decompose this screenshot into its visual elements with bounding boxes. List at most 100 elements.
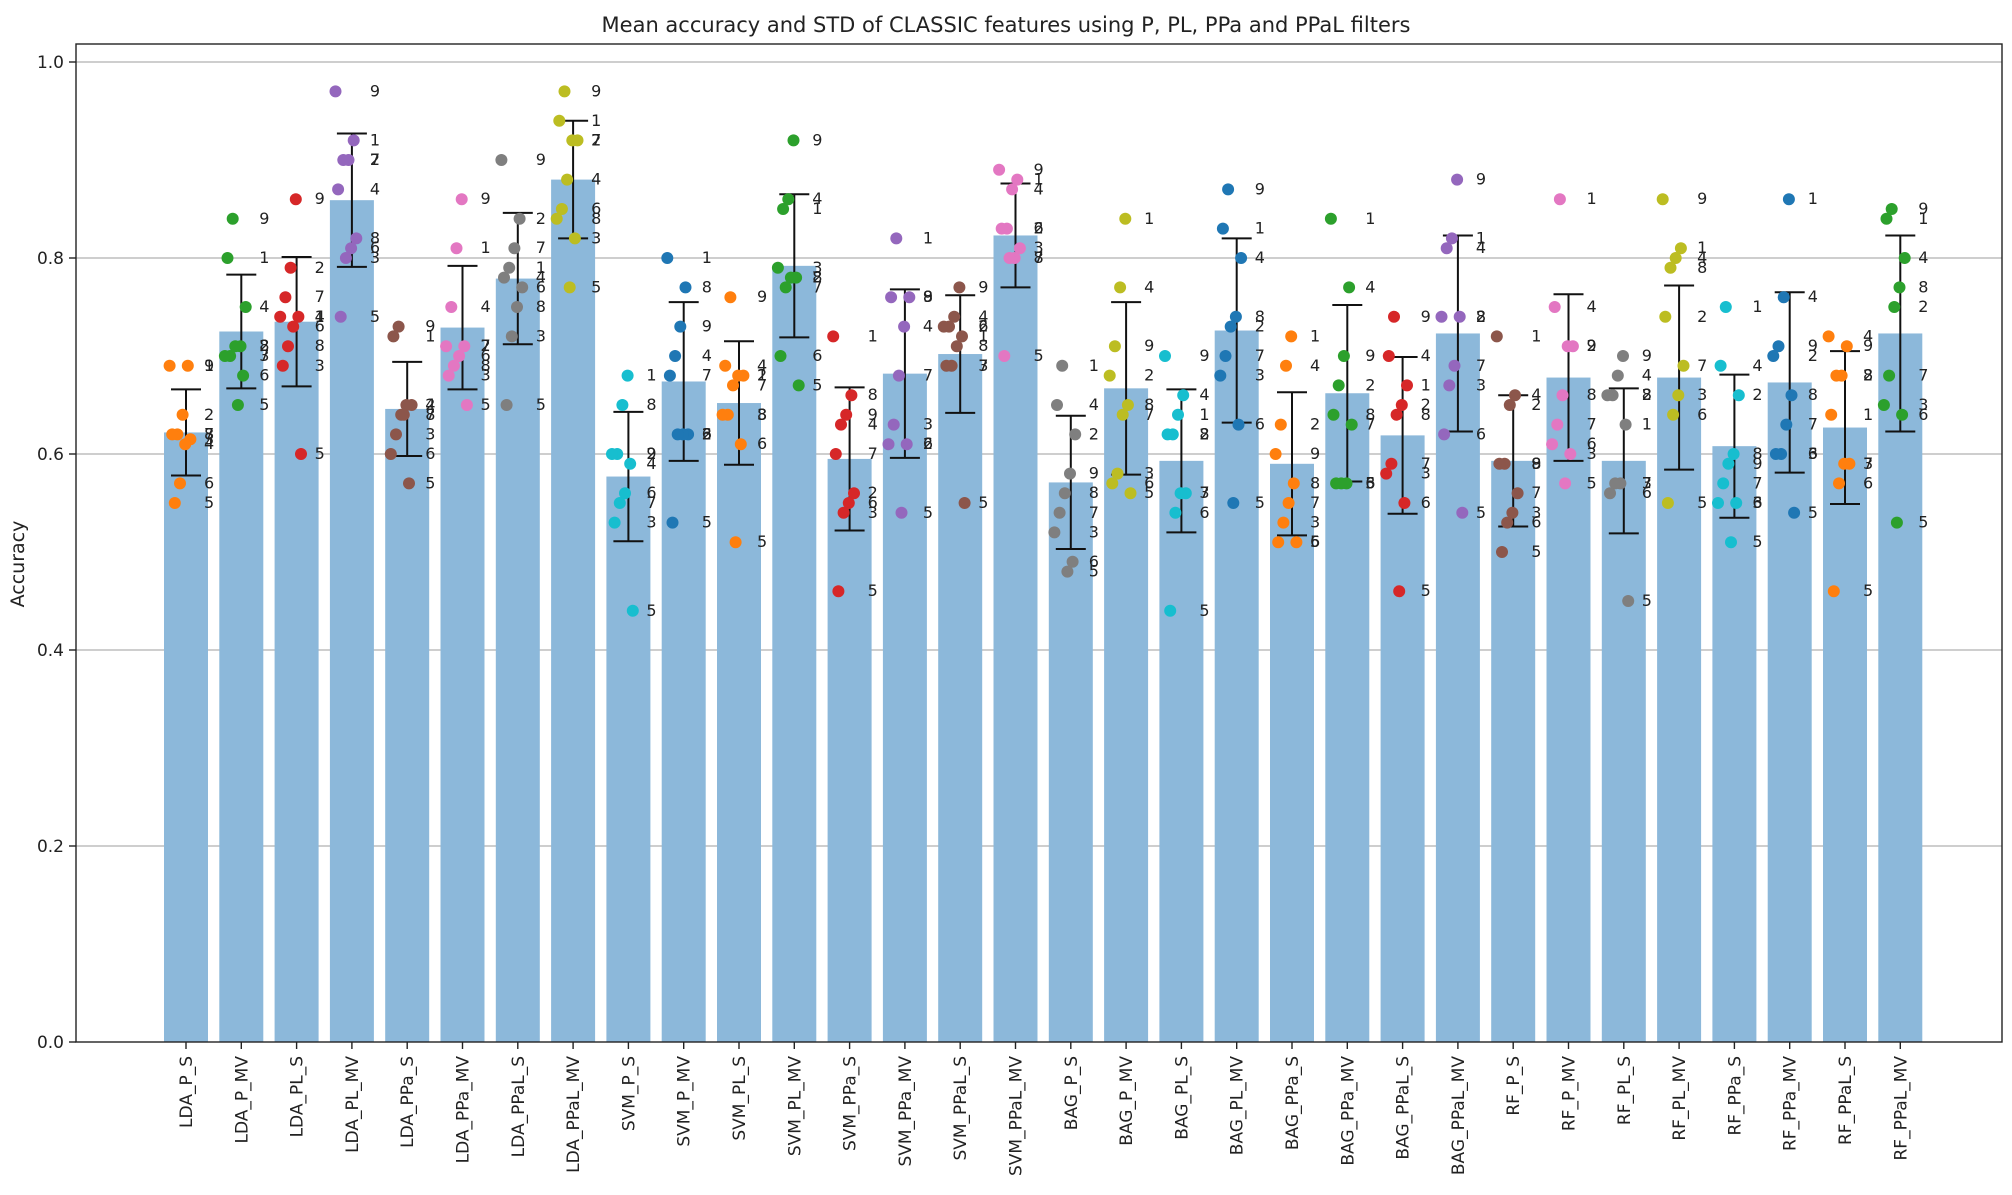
data-point-label: 5 [259, 395, 269, 414]
data-point [1277, 516, 1290, 529]
data-point [1672, 389, 1685, 402]
data-point-label: 7 [1918, 366, 1928, 385]
data-point-label: 4 [1255, 248, 1265, 267]
data-point [669, 350, 682, 362]
data-point-label: 4 [1863, 326, 1873, 345]
data-point-label: 3 [204, 429, 214, 448]
data-point-label: 1 [1199, 405, 1209, 424]
data-point-label: 2 [1034, 219, 1044, 238]
data-point [727, 379, 739, 392]
data-point-label: 9 [370, 81, 380, 100]
data-point-label: 9 [1697, 189, 1707, 208]
y-tick-label: 1.0 [37, 53, 64, 73]
data-point-label: 2 [1421, 395, 1431, 414]
x-tick-label: RF_PL_S [1615, 1056, 1635, 1125]
data-point-label: 2 [1531, 395, 1541, 414]
data-point-label: 4 [591, 170, 601, 189]
data-point-label: 2 [1752, 385, 1762, 404]
data-point [1890, 516, 1903, 529]
data-point-label: 8 [702, 277, 712, 296]
data-point-label: 8 [1144, 395, 1154, 414]
data-points: 1927834659142873659271468359127486359124… [163, 81, 1928, 620]
error-bars [171, 119, 1916, 551]
data-point-label: 5 [1144, 483, 1154, 502]
bar-LDA_PPa_S [385, 408, 430, 1042]
data-point [274, 310, 287, 323]
data-point-label: 2 [1863, 366, 1873, 385]
data-point-label: 3 [1587, 444, 1597, 463]
data-point [608, 516, 621, 529]
data-point-label: 1 [702, 248, 712, 267]
data-point-label: 6 [812, 346, 822, 365]
data-point [661, 252, 674, 264]
data-point-label: 7 [1587, 415, 1597, 434]
data-point-label: 6 [702, 424, 712, 443]
data-point-label: 8 [1089, 483, 1099, 502]
data-point [732, 369, 745, 382]
data-point-label: 7 [591, 130, 601, 149]
data-point [563, 281, 576, 294]
data-point-label: 7 [1034, 248, 1044, 267]
data-point-label: 9 [1476, 170, 1486, 189]
data-point [1177, 389, 1190, 402]
data-point [163, 359, 176, 372]
data-point [1880, 212, 1893, 225]
data-point-label: 7 [646, 493, 656, 512]
data-point-label: 5 [1199, 601, 1209, 620]
data-point-label: 3 [1808, 444, 1818, 463]
bar-LDA_P_S [164, 432, 208, 1042]
bar-SVM_PPaL_MV [993, 235, 1038, 1042]
data-point [948, 310, 961, 323]
data-point-label: 1 [1808, 189, 1818, 208]
data-point-label: 9 [1808, 336, 1818, 355]
data-point-label: 1 [923, 228, 933, 247]
data-point [782, 193, 795, 206]
data-point [840, 408, 853, 421]
x-tick-label: BAG_P_MV [1117, 1056, 1137, 1146]
x-tick-label: LDA_PPaL_S [509, 1056, 529, 1157]
data-point [1559, 477, 1572, 490]
data-point-label: 7 [481, 336, 491, 355]
x-tick-label: LDA_P_MV [232, 1056, 252, 1144]
data-point-label: 1 [1421, 375, 1431, 394]
data-point [1216, 222, 1229, 235]
data-point-label: 9 [1863, 336, 1873, 355]
data-point [1727, 448, 1740, 460]
x-tick-label: SVM_PPaL_S [951, 1056, 971, 1161]
data-point-label: 2 [757, 366, 767, 385]
x-tick-label: LDA_PPa_MV [454, 1056, 474, 1164]
data-point [1604, 487, 1616, 500]
data-point-label: 3 [978, 356, 988, 375]
data-point-label: 4 [1365, 277, 1375, 296]
data-point [1667, 408, 1680, 421]
x-tick-label: LDA_PL_MV [343, 1056, 363, 1153]
data-point [1114, 281, 1127, 294]
data-point-label: 2 [702, 424, 712, 443]
data-point [1501, 516, 1514, 529]
data-point-label: 3 [1255, 366, 1265, 385]
data-point [500, 399, 513, 411]
data-point [1838, 457, 1851, 470]
data-point-label: 9 [1199, 346, 1209, 365]
data-point [179, 438, 192, 451]
data-point [1506, 506, 1519, 519]
chart-title: Mean accuracy and STD of CLASSIC feature… [602, 13, 1411, 37]
data-point [890, 232, 903, 245]
data-point-label: 5 [1531, 542, 1541, 561]
data-point [1827, 585, 1840, 598]
data-point-label: 4 [1697, 248, 1707, 267]
data-point-label: 1 [1089, 356, 1099, 375]
data-point-label: 5 [591, 277, 601, 296]
data-point-label: 2 [868, 483, 878, 502]
data-point [1435, 310, 1448, 323]
data-point [792, 379, 805, 392]
data-point [1669, 252, 1682, 264]
data-point [282, 340, 294, 353]
data-point [1287, 477, 1300, 490]
data-point-label: 7 [1531, 483, 1541, 502]
data-point-label: 8 [259, 336, 269, 355]
data-point [442, 369, 455, 382]
data-point [1717, 477, 1730, 490]
data-point [568, 232, 581, 245]
data-point-label: 2 [204, 405, 214, 424]
